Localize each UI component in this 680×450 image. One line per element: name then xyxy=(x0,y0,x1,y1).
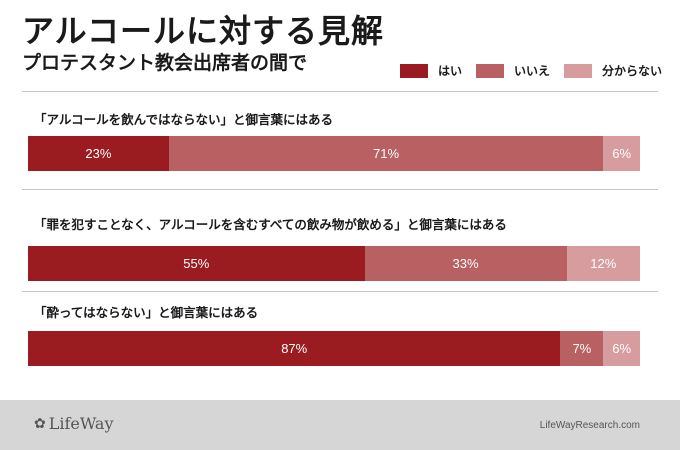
bar-segment-yes: 87% xyxy=(28,331,561,366)
data-label: 7% xyxy=(572,341,592,356)
chart-subtitle: プロテスタント教会出席者の間で xyxy=(22,52,308,74)
legend-swatch-unsure xyxy=(564,63,593,78)
data-label: 12% xyxy=(590,256,617,271)
data-label: 6% xyxy=(612,146,632,161)
divider xyxy=(22,189,658,190)
legend: はい いいえ 分からない xyxy=(400,62,676,79)
legend-swatch-yes xyxy=(400,63,428,78)
bar-segment-no: 33% xyxy=(364,246,567,281)
lifeway-logo-icon: ✿ xyxy=(34,415,46,432)
stacked-bar-2: 55% 33% 12% xyxy=(28,246,640,281)
question-label-3: 「酔ってはならない」と御言葉にはある xyxy=(34,305,259,320)
bar-segment-no: 71% xyxy=(168,136,604,171)
stacked-bar-1: 23% 71% 6% xyxy=(28,136,640,171)
website-url: LifeWayResearch.com xyxy=(539,420,640,431)
legend-label-no: いいえ xyxy=(514,64,551,78)
data-label: 33% xyxy=(452,256,479,271)
legend-item-yes: はい xyxy=(400,62,462,79)
lifeway-logo-text: LifeWay xyxy=(48,414,114,433)
data-label: 71% xyxy=(372,146,400,161)
bar-segment-unsure: 6% xyxy=(603,136,640,171)
divider xyxy=(22,291,658,292)
stacked-bar-3: 87% 7% 6% xyxy=(28,331,640,366)
data-label: 55% xyxy=(183,256,210,271)
bar-segment-no: 7% xyxy=(560,331,604,366)
chart-title: アルコールに対する見解 xyxy=(22,12,385,50)
data-label: 6% xyxy=(612,341,632,356)
bar-segment-yes: 23% xyxy=(28,136,169,171)
bar-segment-unsure: 12% xyxy=(566,246,640,281)
legend-label-unsure: 分からない xyxy=(602,64,663,78)
divider xyxy=(22,91,658,92)
bar-segment-unsure: 6% xyxy=(603,331,640,366)
bar-segment-yes: 55% xyxy=(28,246,365,281)
lifeway-logo: ✿ LifeWay xyxy=(34,414,114,433)
question-label-2: 「罪を犯すことなく、アルコールを含むすべての飲み物が飲める」と御言葉にはある xyxy=(34,217,507,232)
legend-label-yes: はい xyxy=(438,64,463,78)
footer: ✿ LifeWay LifeWayResearch.com xyxy=(0,400,680,450)
data-label: 23% xyxy=(85,146,112,161)
legend-item-no: いいえ xyxy=(476,62,550,79)
question-label-1: 「アルコールを飲んではならない」と御言葉にはある xyxy=(34,112,334,127)
legend-item-unsure: 分からない xyxy=(564,62,662,79)
legend-swatch-no xyxy=(476,63,505,78)
data-label: 87% xyxy=(281,341,308,356)
